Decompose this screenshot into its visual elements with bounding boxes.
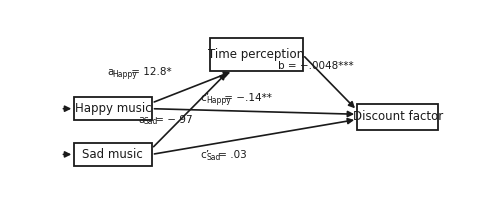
Text: Happy music: Happy music [74, 102, 151, 115]
FancyBboxPatch shape [357, 104, 438, 130]
Text: a: a [107, 67, 114, 77]
Text: Sad: Sad [144, 117, 158, 126]
Text: Discount factor: Discount factor [352, 110, 443, 123]
Text: b = −.0048***: b = −.0048*** [278, 61, 353, 71]
Text: c’: c’ [200, 151, 209, 160]
Text: = .03: = .03 [215, 151, 246, 160]
Text: = −.14**: = −.14** [221, 93, 272, 103]
Text: Time perception: Time perception [208, 48, 304, 61]
Text: = 12.8*: = 12.8* [128, 67, 171, 77]
Text: c’: c’ [200, 93, 209, 103]
Text: Sad: Sad [206, 153, 220, 162]
FancyBboxPatch shape [74, 97, 152, 120]
Text: = −.97: = −.97 [152, 114, 192, 125]
Text: a: a [138, 114, 144, 125]
Text: Happy: Happy [206, 96, 231, 105]
FancyBboxPatch shape [210, 39, 303, 71]
FancyBboxPatch shape [74, 143, 152, 166]
Text: Happy: Happy [112, 70, 137, 79]
Text: Sad music: Sad music [82, 148, 144, 161]
